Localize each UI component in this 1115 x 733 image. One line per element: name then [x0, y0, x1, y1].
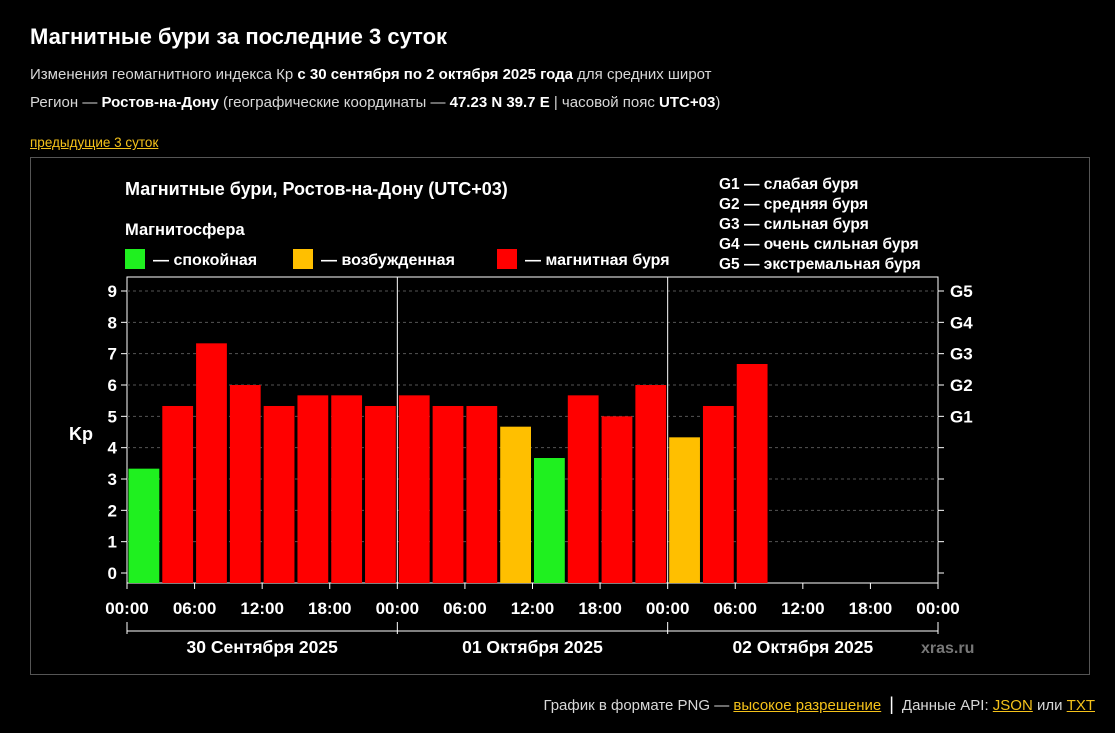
- region-suffix: ): [715, 94, 721, 111]
- kp-bar: [297, 395, 329, 583]
- kp-bar: [398, 395, 430, 583]
- kp-bar: [567, 395, 599, 583]
- storm-scale-item: G3 — сильная буря: [719, 216, 869, 233]
- x-tick-label: 06:00: [173, 599, 216, 618]
- kp-bar: [534, 458, 565, 583]
- x-tick-label: 18:00: [849, 599, 892, 618]
- kp-bar: [196, 343, 227, 583]
- page-title: Магнитные бури за последние 3 суток: [30, 24, 448, 49]
- storm-scale-item: G1 — слабая буря: [719, 176, 859, 193]
- high-resolution-link[interactable]: высокое разрешение: [733, 697, 882, 714]
- x-tick-label: 00:00: [376, 599, 419, 618]
- timezone-value: UTC+03: [659, 94, 716, 111]
- kp-bar: [365, 405, 396, 583]
- x-tick-label: 06:00: [714, 599, 757, 618]
- y-tick-label: 1: [108, 533, 117, 552]
- x-tick-label: 18:00: [578, 599, 621, 618]
- txt-link[interactable]: TXT: [1066, 697, 1095, 714]
- day-label: 30 Сентября 2025: [187, 637, 339, 657]
- kp-bar: [500, 426, 531, 583]
- json-link[interactable]: JSON: [992, 697, 1033, 714]
- kp-bar: [229, 385, 261, 583]
- png-label: График в формате PNG —: [543, 697, 734, 714]
- legend-label: — возбужденная: [321, 252, 455, 269]
- subtitle-region: Регион — Ростов-на-Дону (географические …: [30, 94, 720, 111]
- g-scale-label: G4: [950, 313, 973, 332]
- x-tick-label: 18:00: [308, 599, 351, 618]
- g-scale-label: G3: [950, 345, 973, 364]
- api-label: Данные API:: [901, 697, 993, 714]
- kp-bar: [635, 385, 667, 583]
- footer-separator: |: [889, 694, 894, 714]
- period-value: с 30 сентября по 2 октября 2025 года: [297, 66, 573, 83]
- x-tick-label: 12:00: [511, 599, 554, 618]
- x-tick-label: 00:00: [646, 599, 689, 618]
- x-tick-label: 12:00: [781, 599, 824, 618]
- y-tick-label: 8: [108, 313, 117, 332]
- chart-frame: Магнитные бури, Ростов-на-Дону (UTC+03) М…: [30, 157, 1090, 675]
- legend-swatch: [497, 249, 517, 269]
- subtitle-text: Изменения геомагнитного индекса Кр: [30, 66, 298, 83]
- legend-swatch: [125, 249, 145, 269]
- kp-chart: Магнитные бури, Ростов-на-Дону (UTC+03) М…: [69, 176, 974, 657]
- kp-bar: [331, 395, 363, 583]
- x-tick-label: 12:00: [240, 599, 283, 618]
- storm-scale-item: G4 — очень сильная буря: [719, 236, 919, 253]
- timezone-prefix: | часовой пояс: [549, 94, 660, 111]
- watermark: xras.ru: [921, 640, 974, 657]
- g-scale-label: G2: [950, 376, 973, 395]
- y-tick-label: 2: [108, 501, 117, 520]
- kp-bar: [702, 405, 734, 583]
- coords-prefix: (географические координаты —: [218, 94, 450, 111]
- kp-bar: [466, 405, 498, 583]
- g-scale-label: G1: [950, 407, 973, 426]
- legend-label: — магнитная буря: [525, 252, 670, 269]
- day-label: 02 Октября 2025: [732, 637, 873, 657]
- storm-scale-item: G5 — экстремальная буря: [719, 256, 921, 273]
- x-tick-label: 00:00: [105, 599, 148, 618]
- kp-bar: [736, 364, 768, 583]
- subtitle-period: Изменения геомагнитного индекса Кр с 30 …: [30, 66, 712, 83]
- storm-scale-item: G2 — средняя буря: [719, 196, 868, 213]
- x-tick-label: 06:00: [443, 599, 486, 618]
- region-name: Ростов-на-Дону: [101, 94, 219, 111]
- coords-value: 47.23 N 39.7 E: [449, 94, 550, 111]
- y-tick-label: 4: [108, 439, 118, 458]
- y-tick-label: 9: [108, 282, 117, 301]
- y-axis-label: Kp: [69, 424, 93, 444]
- y-tick-label: 6: [108, 376, 117, 395]
- kp-bar: [432, 405, 464, 583]
- region-prefix: Регион —: [30, 94, 102, 111]
- x-tick-label: 00:00: [916, 599, 959, 618]
- y-tick-label: 5: [108, 407, 117, 426]
- legend-label: — спокойная: [153, 252, 257, 269]
- subtitle-text: для средних широт: [573, 66, 712, 83]
- footer: График в формате PNG — высокое разрешени…: [543, 694, 1095, 715]
- chart-title: Магнитные бури, Ростов-на-Дону (UTC+03): [125, 179, 508, 199]
- kp-bar: [669, 437, 700, 583]
- kp-bar: [601, 416, 633, 583]
- legend-title: Магнитосфера: [125, 221, 245, 239]
- y-tick-label: 0: [108, 564, 117, 583]
- day-label: 01 Октября 2025: [462, 637, 603, 657]
- or-label: или: [1032, 697, 1067, 714]
- kp-bar: [263, 405, 295, 583]
- previous-3-days-link[interactable]: предыдущие 3 суток: [30, 135, 159, 150]
- legend-swatch: [293, 249, 313, 269]
- kp-bar: [162, 405, 194, 583]
- g-scale-label: G5: [950, 282, 973, 301]
- kp-bar: [128, 468, 160, 583]
- y-tick-label: 7: [108, 345, 117, 364]
- y-tick-label: 3: [108, 470, 117, 489]
